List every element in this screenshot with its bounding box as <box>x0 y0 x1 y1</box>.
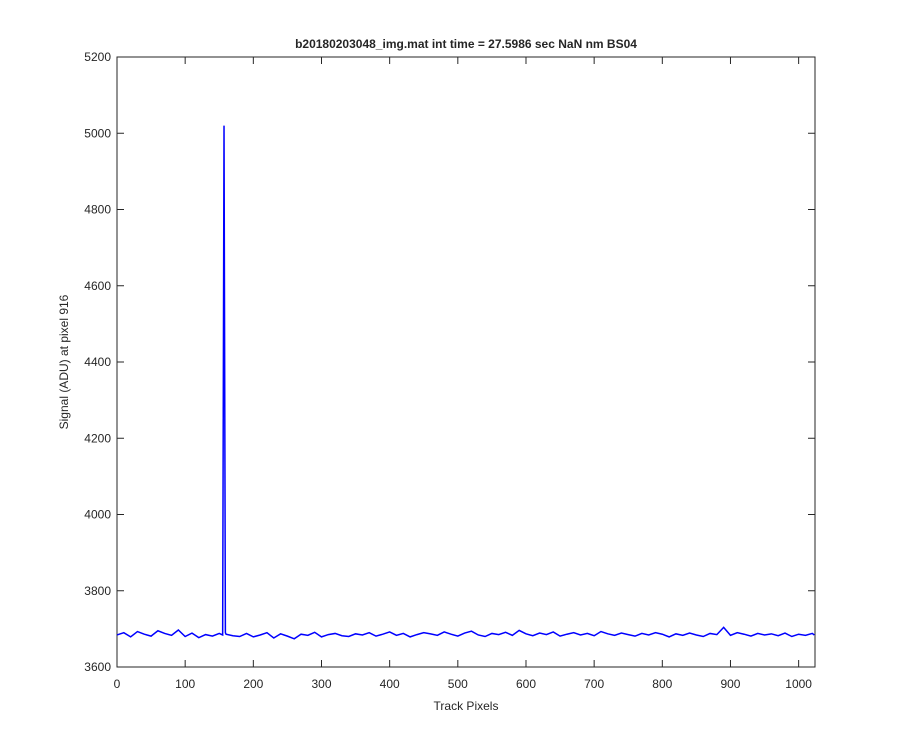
x-tick-label: 800 <box>652 677 672 691</box>
y-tick-label: 4000 <box>84 508 111 522</box>
y-axis-label: Signal (ADU) at pixel 916 <box>57 294 71 429</box>
y-tick-label: 4200 <box>84 431 111 445</box>
x-tick-label: 200 <box>243 677 263 691</box>
y-tick-label: 4600 <box>84 279 111 293</box>
y-tick-label: 4400 <box>84 355 111 369</box>
x-tick-label: 100 <box>175 677 195 691</box>
y-tick-label: 3800 <box>84 584 111 598</box>
y-tick-label: 4800 <box>84 203 111 217</box>
x-tick-label: 900 <box>720 677 740 691</box>
x-tick-label: 400 <box>380 677 400 691</box>
y-tick-label: 3600 <box>84 660 111 674</box>
x-tick-label: 300 <box>311 677 331 691</box>
x-tick-label: 700 <box>584 677 604 691</box>
y-tick-label: 5200 <box>84 50 111 64</box>
series-line <box>116 125 815 640</box>
plot-area <box>116 56 816 668</box>
y-tick-label: 5000 <box>84 126 111 140</box>
x-tick-label: 600 <box>516 677 536 691</box>
x-axis-label: Track Pixels <box>434 699 499 713</box>
x-tick-label: 1000 <box>785 677 812 691</box>
chart-title: b20180203048_img.mat int time = 27.5986 … <box>295 37 637 51</box>
x-tick-label: 500 <box>448 677 468 691</box>
x-tick-label: 0 <box>114 677 121 691</box>
